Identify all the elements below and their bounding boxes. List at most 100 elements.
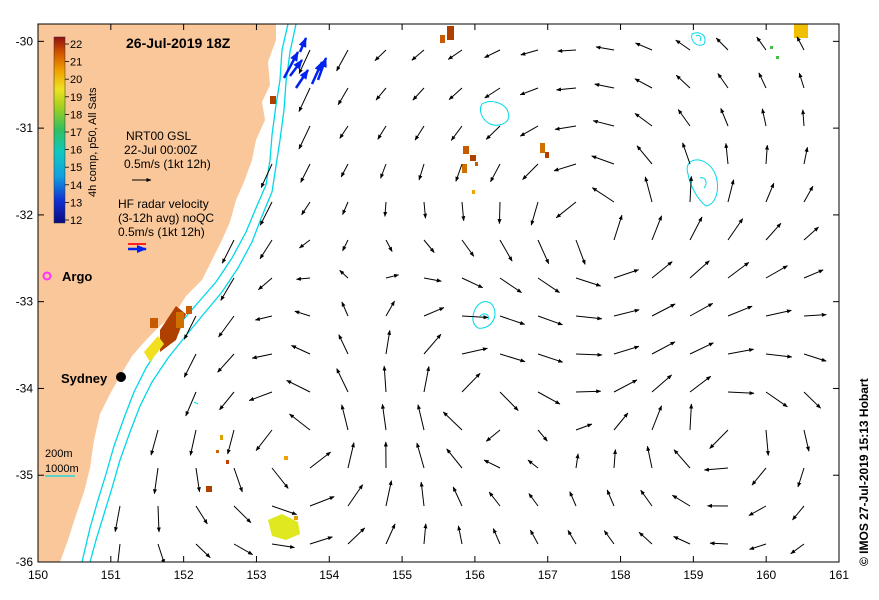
current-vector-arrow	[299, 239, 311, 249]
current-vector-arrow	[452, 486, 463, 507]
isobath-1000m-label: 1000m	[45, 463, 79, 475]
current-vector-arrow	[309, 536, 333, 545]
lon-tick-label: 157	[538, 568, 558, 582]
current-vector-arrow	[803, 146, 809, 165]
current-vector-arrow	[522, 163, 539, 180]
current-vector-arrow	[765, 182, 775, 203]
current-vector-arrow	[594, 83, 615, 89]
current-vector-arrow	[613, 308, 640, 317]
current-vector-arrow	[296, 276, 311, 281]
current-vector-arrow	[715, 37, 729, 51]
current-vector-arrow	[291, 345, 311, 355]
current-vector-arrow	[114, 505, 121, 533]
current-vector-arrow	[591, 155, 615, 165]
lat-tick-label: -33	[16, 295, 34, 309]
current-vector-arrow	[689, 216, 703, 241]
current-vector-arrow	[423, 523, 428, 545]
lon-tick-label: 160	[756, 568, 776, 582]
current-vector-arrow	[447, 49, 463, 60]
current-vector-arrow	[765, 391, 788, 408]
current-vector-arrow	[488, 491, 501, 507]
current-vector-arrow	[575, 277, 602, 287]
current-vector-arrow	[271, 467, 289, 489]
current-vector-arrow	[294, 310, 311, 317]
current-vector-arrow	[461, 372, 481, 393]
current-vector-arrow	[801, 109, 806, 127]
current-vector-arrow	[258, 277, 273, 291]
current-vector-arrow	[423, 239, 435, 253]
current-vector-arrow	[751, 467, 767, 486]
credit-text: © IMOS 27-Jul-2019 15:13 Hobart	[857, 378, 871, 566]
current-vector-arrow	[651, 341, 676, 355]
colorbar-tick-label: 17	[70, 127, 82, 139]
current-vector-arrow	[673, 449, 691, 469]
current-vector-arrow	[613, 379, 638, 393]
current-vector-arrow	[651, 405, 662, 431]
colorbar-label: 4h comp, p50, All Sats	[87, 87, 99, 197]
argo-marker: Argo	[42, 269, 92, 284]
colorbar-tick-label: 12	[70, 215, 82, 227]
current-vector-arrow	[798, 72, 805, 89]
current-vector-arrow	[195, 505, 208, 525]
current-vector-arrow	[341, 301, 349, 317]
current-vector-arrow	[289, 413, 311, 431]
current-vector-arrow	[157, 543, 165, 562]
current-vector-arrow	[233, 543, 254, 556]
current-vector-arrow	[380, 163, 387, 179]
current-vector-arrow	[537, 353, 564, 363]
current-vector-arrow	[803, 391, 821, 409]
current-vector-arrow	[727, 179, 735, 203]
current-vectors	[114, 36, 827, 562]
current-vector-arrow	[651, 303, 676, 317]
current-vector-arrow	[527, 459, 539, 469]
current-vector-arrow	[603, 530, 615, 545]
current-vector-arrow	[338, 334, 349, 355]
current-vector-arrow	[385, 239, 393, 252]
lon-tick-label: 152	[174, 568, 194, 582]
current-vector-arrow	[492, 528, 501, 545]
current-vector-arrow	[150, 429, 159, 456]
current-vector-arrow	[233, 467, 243, 493]
current-vector-arrow	[251, 353, 273, 360]
current-vector-arrow	[709, 541, 729, 546]
current-vector-arrow	[347, 484, 364, 507]
current-vector-arrow	[461, 239, 475, 257]
current-vector-arrow	[720, 107, 729, 127]
current-vector-arrow	[765, 429, 770, 456]
current-vector-arrow	[765, 222, 782, 241]
current-vector-arrow	[689, 302, 714, 317]
lon-tick-label: 158	[611, 568, 631, 582]
isobath-200m-label: 200m	[45, 448, 73, 460]
lon-tick-label: 159	[683, 568, 703, 582]
current-vector-arrow	[613, 345, 640, 355]
current-vector-arrow	[651, 215, 663, 241]
current-vector-arrow	[765, 309, 792, 317]
current-vector-arrow	[423, 201, 428, 219]
colorbar-tick-label: 18	[70, 109, 82, 121]
current-vector-arrow	[792, 505, 805, 521]
current-vector-arrow	[461, 347, 488, 355]
current-vector-arrow	[461, 315, 489, 320]
current-vector-arrow	[423, 307, 445, 317]
isobath-legend: 200m 1000m	[45, 448, 79, 477]
current-vector-arrow	[724, 142, 729, 165]
current-vector-arrow	[255, 429, 273, 451]
legend-hf-line2: (3-12h avg) noQC	[118, 211, 214, 225]
colorbar-tick-label: 14	[70, 180, 82, 192]
current-vector-arrow	[417, 404, 425, 431]
legend-gsl-line2: 22-Jul 00:00Z	[124, 143, 197, 157]
current-vector-arrow	[529, 529, 539, 545]
current-vector-arrow	[448, 87, 463, 100]
lon-tick-label: 154	[319, 568, 339, 582]
current-vector-arrow	[497, 201, 502, 225]
current-vector-arrow	[183, 315, 197, 340]
current-vector-arrow	[727, 305, 753, 317]
current-vector-arrow	[528, 493, 539, 507]
current-vector-arrow	[340, 163, 349, 178]
lat-tick-label: -32	[16, 208, 34, 222]
current-vector-arrow	[381, 403, 387, 431]
sydney-marker: Sydney	[61, 371, 126, 386]
current-vector-arrow	[803, 226, 819, 241]
lon-tick-label: 155	[392, 568, 412, 582]
current-vector-arrow	[298, 49, 311, 75]
